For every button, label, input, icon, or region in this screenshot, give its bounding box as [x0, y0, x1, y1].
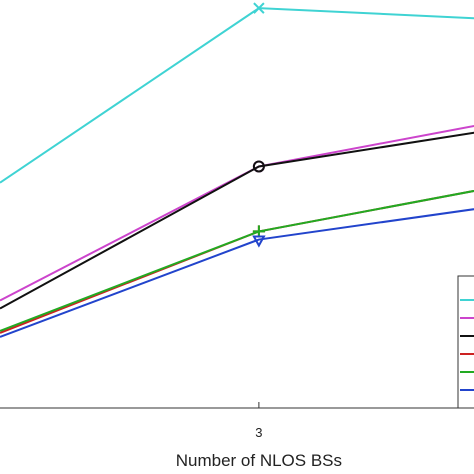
legend-frame — [457, 275, 474, 409]
series-marker-5 — [252, 235, 266, 248]
series-marker-2 — [252, 160, 265, 173]
series-line-2 — [0, 131, 474, 310]
x-tick-label: 3 — [255, 425, 262, 440]
series-marker-0 — [253, 2, 265, 14]
x-axis-label: Number of NLOS BSs — [176, 451, 342, 470]
x-axis-ticks: 3 — [255, 402, 263, 440]
legend-box — [457, 275, 474, 409]
series-marker-4 — [252, 225, 265, 238]
series-line-5 — [0, 208, 474, 338]
plot-area — [0, 2, 474, 338]
